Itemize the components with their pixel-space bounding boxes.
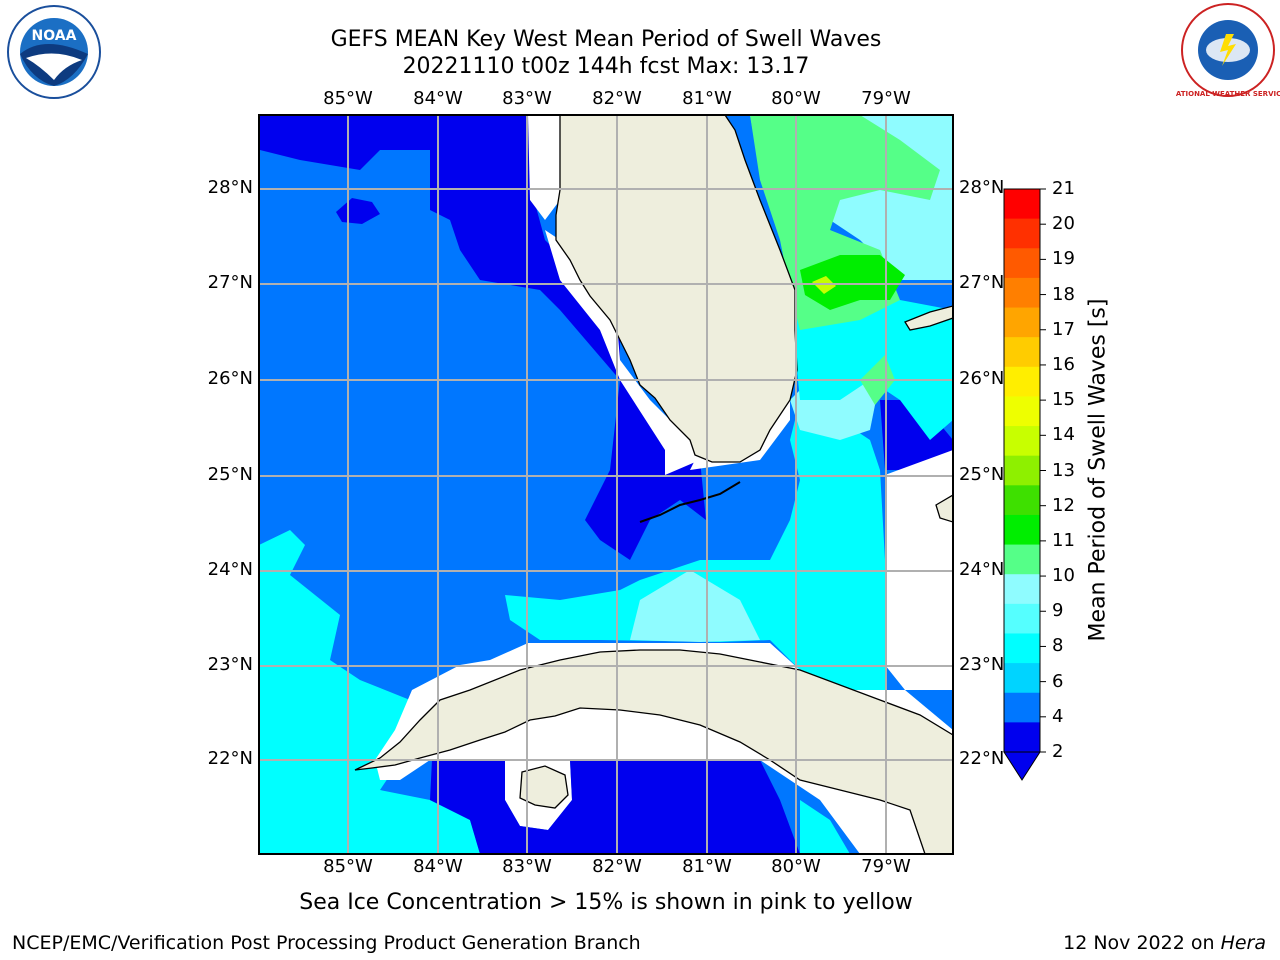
noaa-logo: NOAA [7,5,101,99]
colorbar-tick-label: 19 [1052,248,1075,270]
colorbar-swatch [1004,189,1040,220]
lat-label-left-25n: 25°N [207,464,253,485]
nodata-florida-gulfcoast [545,230,700,475]
lon-label-top-83w: 83°W [502,88,552,109]
colorbar-tick-label: 6 [1052,670,1064,692]
colorbar-tick-label: 20 [1052,213,1075,235]
lon-label-top-85w: 85°W [323,88,373,109]
lon-label-bottom-82w: 82°W [592,856,642,877]
colorbar-tick-label: 21 [1052,178,1075,199]
lat-label-right-25n: 25°N [959,464,1005,485]
lon-label-bottom-84w: 84°W [413,856,463,877]
footer-host: Hera [1220,932,1266,954]
lat-label-right-24n: 24°N [959,559,1005,580]
colorbar-tick-label: 12 [1052,494,1075,516]
colorbar-swatch [1004,218,1040,249]
lat-label-right-22n: 22°N [959,748,1005,769]
lon-label-top-82w: 82°W [592,88,642,109]
lat-label-left-22n: 22°N [207,748,253,769]
chart-title: GEFS MEAN Key West Mean Period of Swell … [330,27,882,52]
colorbar-swatch [1004,366,1040,397]
map-frame [258,114,954,855]
colorbar-swatch [1004,633,1040,664]
sea-ice-note: Sea Ice Concentration > 15% is shown in … [299,890,913,915]
colorbar-swatch [1004,426,1040,457]
colorbar-swatch [1004,514,1040,546]
colorbar-swatch [1004,722,1040,753]
nws-logo: NATIONAL WEATHER SERVICE [1176,3,1280,98]
colorbar-tick-label: 4 [1052,705,1064,727]
noaa-logo-text: NOAA [32,28,77,44]
lat-label-left-28n: 28°N [207,177,253,198]
colorbar-tick-label: 16 [1052,353,1075,375]
lat-label-left-27n: 27°N [207,272,253,293]
lon-label-bottom-79w: 79°W [861,856,911,877]
lat-label-right-26n: 26°N [959,368,1005,389]
field-very-low-east [880,400,953,470]
colorbar-swatch [1004,337,1040,368]
lon-label-top-80w: 80°W [771,88,821,109]
lon-label-bottom-85w: 85°W [323,856,373,877]
field-cyan-southwest [259,530,480,854]
colorbar-tick-label: 17 [1052,318,1075,340]
field-cyan-straits [505,400,886,690]
lat-label-right-28n: 28°N [959,177,1005,198]
chart-subtitle: 20221110 t00z 144h fcst Max: 13.17 [402,54,810,79]
lon-label-bottom-80w: 80°W [771,856,821,877]
colorbar-tick-label: 11 [1052,529,1075,551]
colorbar-swatch [1004,574,1040,605]
colorbar-swatch [1004,603,1040,634]
map-fields [259,115,953,854]
field-light-cyan-straits [630,570,760,642]
footer-date-text: 12 Nov 2022 on [1063,932,1215,954]
field-very-low-south [430,760,800,854]
lat-label-left-26n: 26°N [207,368,253,389]
colorbar-label: Mean Period of Swell Waves [s] [1085,298,1111,642]
colorbar-tick-label: 15 [1052,389,1075,411]
land-grand-bahama [904,305,953,331]
footer-credit: NCEP/EMC/Verification Post Processing Pr… [12,932,641,954]
lon-label-top-84w: 84°W [413,88,463,109]
nodata-florida-west [528,115,560,220]
colorbar-tick-label: 10 [1052,565,1075,587]
colorbar-swatch [1004,277,1040,309]
colorbar-swatch [1004,455,1040,486]
lon-label-top-81w: 81°W [682,88,732,109]
colorbar-tick-label: 9 [1052,600,1064,622]
field-bright-green [800,255,905,310]
colorbar-swatch [1004,307,1040,338]
land-andros [935,494,953,523]
colorbar-tick-label: 2 [1052,741,1064,762]
lat-label-right-23n: 23°N [959,654,1005,675]
lat-label-left-24n: 24°N [207,559,253,580]
field-green-atlantic [750,115,940,330]
colorbar-swatch [1004,485,1040,516]
lat-label-right-27n: 27°N [959,272,1005,293]
colorbar-swatch [1004,396,1040,427]
lon-label-bottom-81w: 81°W [682,856,732,877]
colorbar [1003,188,1046,781]
colorbar-tick-label: 8 [1052,635,1064,657]
colorbar-swatch [1004,248,1040,279]
lat-label-left-23n: 23°N [207,654,253,675]
land-isla-juventud [519,765,569,809]
florida-keys [639,481,741,523]
colorbar-tick-label: 13 [1052,459,1075,481]
colorbar-swatch [1004,663,1040,694]
colorbar-swatch [1004,544,1040,575]
map-grid [259,115,953,854]
colorbar-swatch [1004,692,1040,723]
nws-logo-text: NATIONAL WEATHER SERVICE [1176,90,1280,98]
field-cyan-south [800,800,850,854]
lon-label-top-79w: 79°W [861,88,911,109]
colorbar-tick-label: 14 [1052,424,1075,446]
lon-label-bottom-83w: 83°W [502,856,552,877]
colorbar-tick-label: 18 [1052,283,1075,305]
footer-date: 12 Nov 2022 on Hera [1063,932,1266,954]
